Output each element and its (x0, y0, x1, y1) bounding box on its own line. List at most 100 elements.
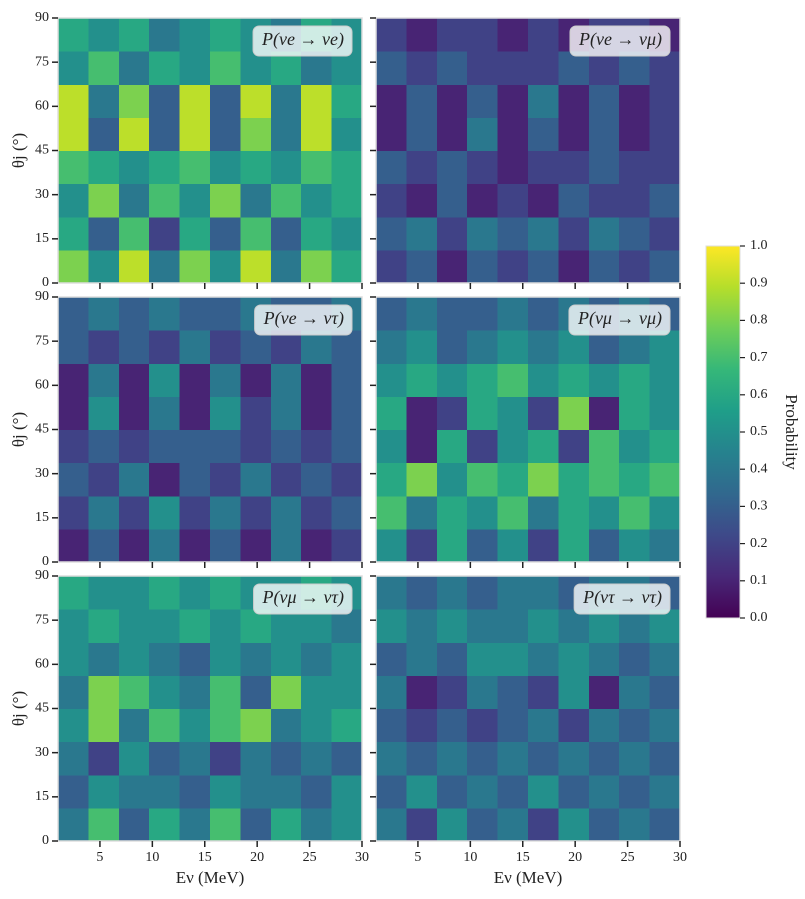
heatmap-cell (467, 495, 499, 530)
heatmap-cell (118, 330, 150, 364)
heatmap-cell (528, 330, 559, 364)
heatmap-cell (149, 807, 181, 842)
heatmap-cell (649, 117, 681, 151)
heatmap-cell (588, 84, 620, 118)
heatmap-cell (376, 84, 407, 118)
panel: 5 10 15 20 25 30 0 15 30 45 60 75 90 θj (°) Eν (MeV) P(… (9, 568, 369, 887)
heatmap-cell (240, 741, 272, 776)
colorbar-tick-label: 0.9 (750, 275, 768, 290)
heatmap-cell (619, 330, 651, 364)
heatmap-cell (558, 807, 590, 842)
title-box (254, 304, 353, 336)
panel: P(νe → νμ) (370, 17, 681, 289)
heatmap-cell (528, 396, 559, 430)
x-axis-label: Eν (MeV) (494, 868, 563, 887)
heatmap-cell (301, 609, 333, 643)
panel-title: P(ντ → ντ) (582, 587, 662, 608)
heatmap-cell (528, 642, 559, 676)
heatmap-cell (331, 117, 363, 151)
heatmap-cell (436, 528, 468, 563)
heatmap-cell (497, 330, 529, 364)
y-tick-label: 90 (35, 289, 49, 304)
heatmap-cell (58, 774, 89, 809)
heatmap-cell (588, 642, 620, 676)
heatmap-cell (467, 462, 499, 497)
heatmap-cell (118, 18, 150, 52)
heatmap-cell (149, 708, 181, 743)
heatmap-cell (88, 462, 120, 497)
heatmap-cell (179, 363, 211, 397)
heatmap-cell (240, 363, 272, 397)
colorbar-tick-label: 0.2 (750, 536, 768, 551)
heatmap-cell (588, 363, 620, 397)
heatmap-cell (649, 609, 681, 643)
heatmap-cell (406, 642, 438, 676)
heatmap-cell (406, 18, 438, 52)
heatmap-cell (528, 18, 559, 52)
heatmap-cell (528, 495, 559, 530)
heatmap-cell (558, 216, 590, 251)
heatmap-cell (301, 330, 333, 364)
heatmap-cell (558, 429, 590, 464)
heatmap-cell (376, 117, 407, 151)
heatmap-cell (331, 462, 363, 497)
title-box (568, 304, 671, 336)
heatmap-cell (558, 495, 590, 530)
heatmap-cell (118, 609, 150, 643)
heatmap-cell (58, 807, 89, 842)
heatmap-cell (436, 51, 468, 85)
panel: 0 15 30 45 60 75 90 θj (°) P(νe → νe) (9, 10, 363, 290)
heatmap-cell (331, 807, 363, 842)
heatmap-cell (149, 462, 181, 497)
heatmap-cell (301, 249, 333, 284)
heatmap-cell (179, 429, 211, 464)
heatmap-cell (588, 216, 620, 251)
heatmap-cell (118, 642, 150, 676)
title-box (253, 583, 353, 615)
heatmap-cell (331, 150, 363, 185)
heatmap-cell (619, 495, 651, 530)
heatmap-cell (406, 297, 438, 331)
x-tick-label: 30 (673, 850, 687, 865)
heatmap-cell (588, 51, 620, 85)
heatmap-cell (619, 609, 651, 643)
heatmap-cell (118, 249, 150, 284)
heatmap-cell (467, 774, 499, 809)
colorbar-tick-label: 0.5 (750, 424, 768, 439)
heatmap-cell (406, 495, 438, 530)
heatmap-cell (210, 609, 241, 643)
heatmap-cell (436, 462, 468, 497)
heatmap-cell (528, 429, 559, 464)
heatmap-cell (149, 297, 181, 331)
heatmap-cell (331, 429, 363, 464)
heatmap-cell (588, 396, 620, 430)
heatmap-cell (210, 216, 241, 251)
x-tick-label: 10 (145, 850, 159, 865)
heatmap-cell (467, 396, 499, 430)
heatmap-cell (528, 576, 559, 610)
heatmap-cell (436, 84, 468, 118)
heatmap-cell (118, 429, 150, 464)
heatmap-cell (467, 216, 499, 251)
heatmap-cell (240, 528, 272, 563)
heatmap-cell (240, 642, 272, 676)
heatmap-cell (88, 249, 120, 284)
heatmap-cell (528, 741, 559, 776)
heatmap-cell (88, 528, 120, 563)
heatmap-cell (88, 396, 120, 430)
heatmap-cell (118, 576, 150, 610)
heatmap-cell (376, 150, 407, 185)
heatmap-cell (467, 150, 499, 185)
heatmap-cell (619, 396, 651, 430)
heatmap-cell (619, 216, 651, 251)
heatmap-cell (331, 183, 363, 218)
heatmap-cell (88, 708, 120, 743)
heatmap-cell (270, 84, 302, 118)
heatmap-cell (118, 741, 150, 776)
heatmap-cell (118, 774, 150, 809)
heatmap-cell (301, 642, 333, 676)
heatmap-cell (240, 117, 272, 151)
y-tick-label: 0 (42, 275, 49, 290)
heatmap-cell (58, 216, 89, 251)
heatmap-cell (179, 84, 211, 118)
